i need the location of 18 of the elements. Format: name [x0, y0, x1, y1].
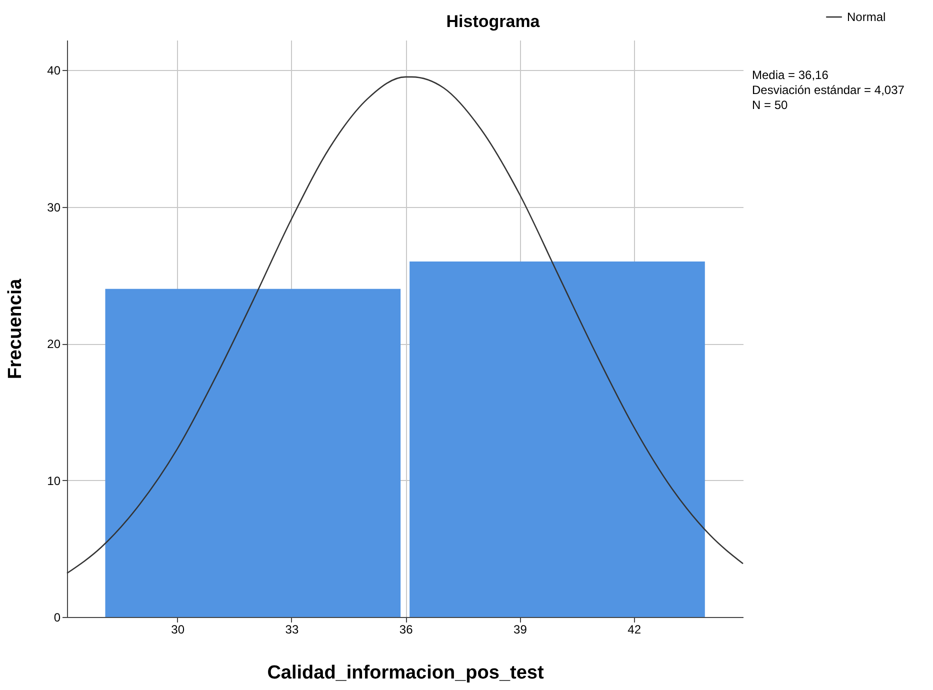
- y-tick-label: 30: [47, 200, 61, 214]
- x-tick-label: 33: [285, 622, 299, 636]
- y-tick-label: 10: [47, 474, 61, 488]
- y-tick-label: 40: [47, 64, 61, 78]
- text: Desviación estándar = 4,037: [752, 83, 905, 97]
- y-axis-title: Frecuencia: [5, 278, 26, 380]
- x-tick-label: 39: [514, 622, 528, 636]
- x-tick-label: 36: [399, 622, 414, 636]
- x-tick-label: 30: [171, 622, 185, 636]
- text: Media = 36,16: [752, 68, 829, 82]
- text: N = 50: [752, 98, 788, 112]
- y-tick-label: 20: [47, 337, 61, 352]
- x-axis-title: Calidad_informacion_pos_test: [267, 662, 544, 684]
- legend-label: Normal: [847, 10, 886, 24]
- line-series: [66, 76, 744, 574]
- y-tick-label: 0: [54, 610, 61, 624]
- chart-title: Histograma: [446, 12, 540, 31]
- x-tick-label: 42: [628, 622, 642, 636]
